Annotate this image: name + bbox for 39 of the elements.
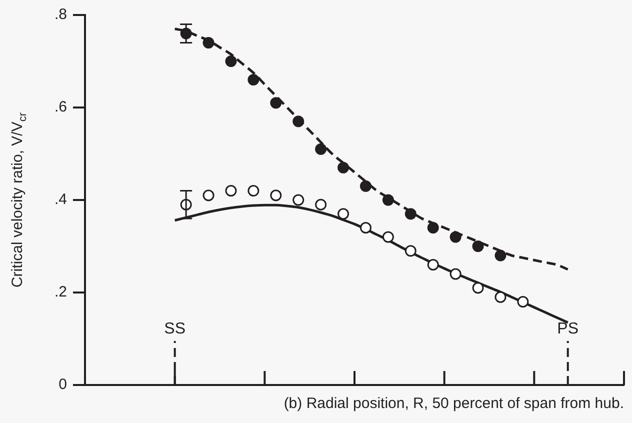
point [360, 180, 372, 192]
y-tick-label: .4 [54, 191, 67, 208]
point [248, 185, 260, 196]
point [472, 240, 484, 252]
point [360, 222, 372, 234]
point [270, 97, 282, 109]
point [517, 296, 529, 308]
point [404, 208, 416, 220]
point [315, 143, 327, 155]
point [382, 194, 394, 206]
y-tick-label: .2 [54, 284, 67, 301]
line-series [174, 28, 570, 271]
point [338, 208, 350, 220]
point [450, 231, 462, 243]
point [315, 198, 327, 210]
point [292, 194, 304, 206]
x-tick-label: SS [164, 320, 186, 338]
point [248, 74, 260, 86]
point [472, 282, 484, 294]
x-axis-title: (b) Radial position, R, 50 percent of span from hub. [284, 395, 624, 412]
point [270, 190, 282, 202]
point [202, 190, 214, 202]
y-tick-label: .6 [54, 98, 67, 116]
point [494, 291, 506, 303]
point [494, 250, 506, 262]
point [427, 222, 439, 234]
point [202, 37, 214, 48]
y-axis-title: Critical velocity ratio, V/Vcr [9, 112, 29, 288]
point [382, 231, 394, 243]
y-tick-label: 0 [58, 376, 67, 394]
point [225, 185, 237, 196]
point [338, 162, 350, 174]
point [450, 268, 462, 280]
point [427, 259, 439, 270]
x-tick-label: PS [557, 320, 579, 338]
y-tick-label: .8 [54, 6, 67, 24]
point [404, 245, 416, 257]
point [292, 116, 304, 128]
point [225, 56, 237, 67]
